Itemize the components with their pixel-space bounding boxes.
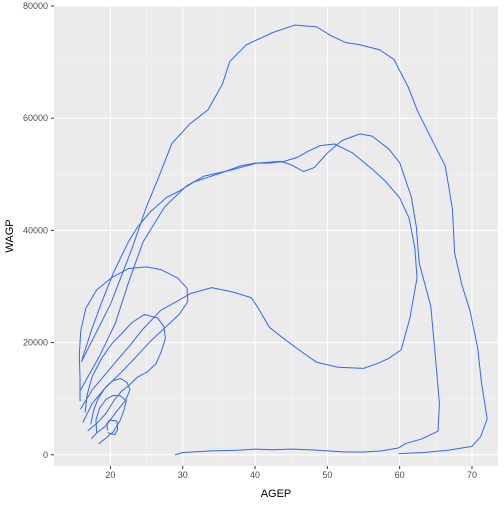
x-axis: 20 30 40 50 60 70 [105,466,477,480]
plot-panel [54,6,498,466]
x-tick-label: 30 [178,470,188,480]
major-gridlines [54,5,498,466]
x-tick-label: 40 [250,470,260,480]
contour-line-7 [95,394,127,445]
contour-line-2 [79,133,440,456]
contour-line-1 [80,24,488,455]
contour-line-6 [90,377,131,440]
x-tick-label: 20 [105,470,115,480]
y-tick-label: 20000 [23,338,48,348]
x-axis-title: AGEP [261,488,292,500]
contour-line-4 [78,266,189,423]
y-axis-title: WAGP [4,219,16,252]
y-tick-label: 80000 [23,1,48,11]
density-contours [78,24,488,456]
y-tick-label: 0 [43,450,48,460]
y-tick-label: 60000 [23,113,48,123]
x-tick-label: 70 [467,470,477,480]
contour-line-8 [106,419,119,436]
contour-line-3 [80,143,418,410]
x-tick-label: 60 [395,470,405,480]
minor-gridlines [54,6,498,466]
contour-line-5 [84,314,166,432]
y-tick-label: 40000 [23,225,48,235]
x-tick-label: 50 [322,470,332,480]
y-axis: 0 20000 40000 60000 80000 [23,1,54,460]
